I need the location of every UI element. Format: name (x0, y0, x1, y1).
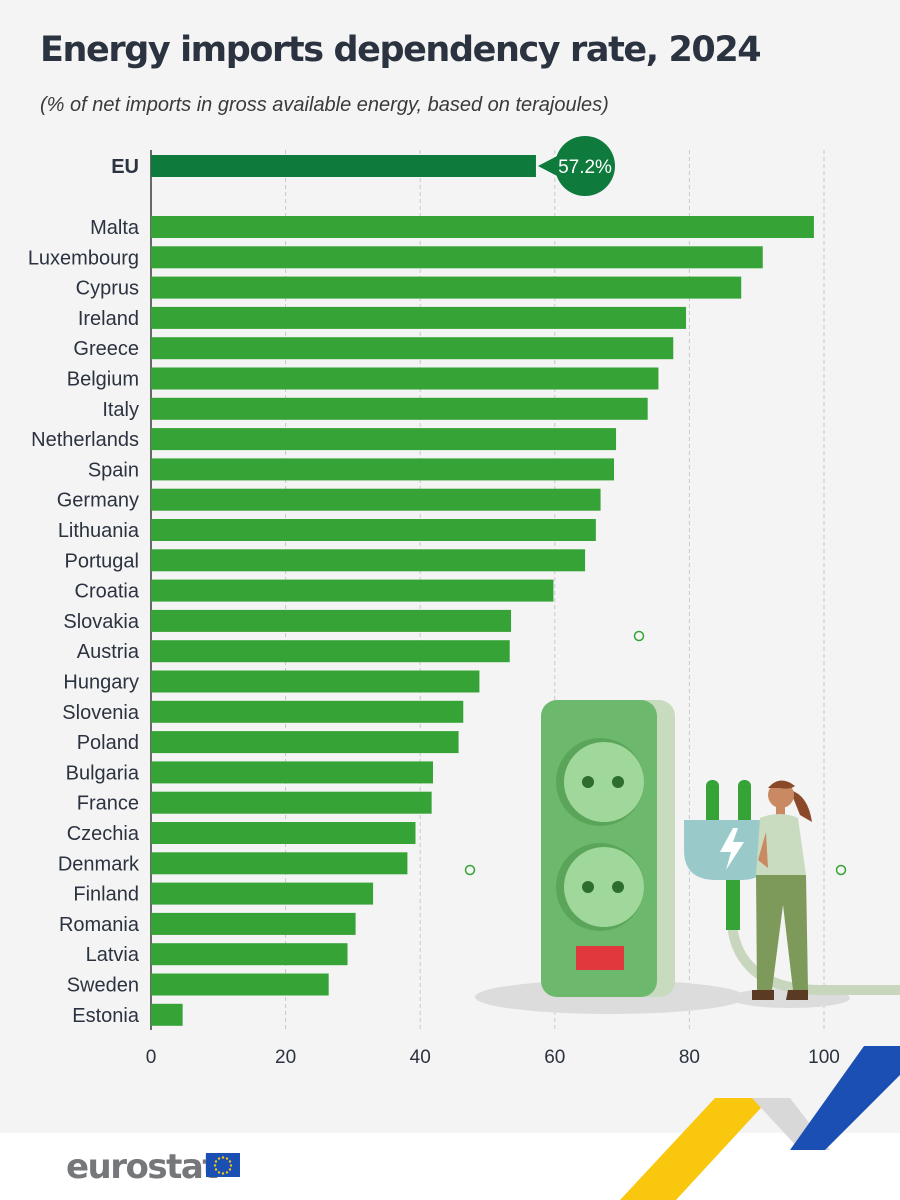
category-label: France (77, 793, 139, 815)
bar-luxembourg (151, 246, 763, 269)
category-label: Netherlands (31, 429, 139, 451)
category-label: Ireland (78, 308, 139, 330)
category-label: Czechia (67, 823, 140, 845)
bar-cyprus (151, 276, 742, 299)
category-label: Slovenia (62, 702, 140, 724)
bar-poland (151, 731, 459, 754)
category-label: Greece (73, 338, 139, 360)
bar-malta (151, 216, 814, 238)
category-label: Sweden (67, 975, 139, 997)
x-tick-label: 100 (808, 1047, 840, 1068)
category-label: Cyprus (76, 278, 139, 300)
x-tick-label: 60 (544, 1047, 565, 1068)
category-label: Portugal (65, 550, 140, 572)
category-label: Luxembourg (28, 247, 139, 269)
bar-greece (151, 337, 674, 360)
bar-germany (151, 488, 601, 511)
category-label: Slovakia (63, 611, 139, 633)
category-label: Poland (77, 732, 139, 754)
category-label: Italy (102, 399, 139, 421)
category-label-eu: EU (111, 156, 139, 178)
category-label: Croatia (75, 581, 140, 603)
category-label: Latvia (86, 944, 140, 966)
decor-circle (835, 864, 847, 876)
bar-netherlands (151, 428, 617, 451)
bar-chart: 0 20 40 60 80 100 (28, 136, 900, 1068)
category-label: Denmark (58, 853, 140, 875)
bar-estonia (151, 1003, 183, 1026)
bar-czechia (151, 822, 416, 844)
bar-lithuania (151, 519, 596, 541)
bar-france (151, 791, 432, 814)
category-label: Hungary (63, 672, 139, 694)
category-label: Bulgaria (66, 762, 140, 784)
callout-bubble (555, 136, 615, 196)
bar-denmark (151, 852, 408, 875)
bar-romania (151, 912, 356, 935)
plug-illustration (464, 630, 900, 1014)
bar-spain (151, 458, 615, 481)
bar-eu (151, 155, 536, 177)
eurostat-logo: eurostat (66, 1147, 219, 1187)
category-label: Lithuania (58, 520, 140, 542)
bar-austria (151, 640, 510, 663)
category-label: Romania (59, 914, 140, 936)
bar-bulgaria (151, 761, 433, 784)
bar-hungary (151, 670, 480, 693)
x-tick-label: 20 (275, 1047, 296, 1068)
lightning-icon (720, 828, 744, 870)
callout-pointer (537, 154, 561, 178)
x-tick-label: 80 (679, 1047, 700, 1068)
decor-circle (633, 630, 645, 642)
bar-sweden (151, 973, 329, 996)
category-label: Finland (73, 884, 139, 906)
x-tick-label: 40 (410, 1047, 431, 1068)
bar-slovakia (151, 609, 512, 632)
person-shirt (756, 814, 806, 875)
bar-latvia (151, 943, 348, 966)
bar-slovenia (151, 700, 464, 723)
bar-portugal (151, 549, 586, 572)
eu-value-label: 57.2% (558, 157, 612, 178)
category-label: Austria (77, 641, 140, 663)
category-label: Estonia (72, 1005, 140, 1027)
category-label: Germany (57, 490, 139, 512)
category-label: Malta (90, 217, 140, 239)
power-switch-icon (576, 946, 624, 970)
bar-finland (151, 882, 374, 905)
bar-belgium (151, 367, 659, 390)
category-label: Spain (88, 459, 139, 481)
category-label: Belgium (67, 369, 139, 391)
eu-flag-icon (206, 1153, 240, 1177)
socket-bottom-icon (564, 847, 644, 927)
decor-circle (464, 864, 476, 876)
chart-title: Energy imports dependency rate, 2024 (40, 30, 762, 70)
bar-ireland (151, 306, 687, 329)
chart-subtitle: (% of net imports in gross available ene… (40, 94, 609, 116)
bar-croatia (151, 579, 554, 602)
socket-top-icon (564, 742, 644, 822)
bar-italy (151, 397, 648, 420)
person-trousers (756, 875, 808, 990)
x-tick-label: 0 (146, 1047, 157, 1068)
